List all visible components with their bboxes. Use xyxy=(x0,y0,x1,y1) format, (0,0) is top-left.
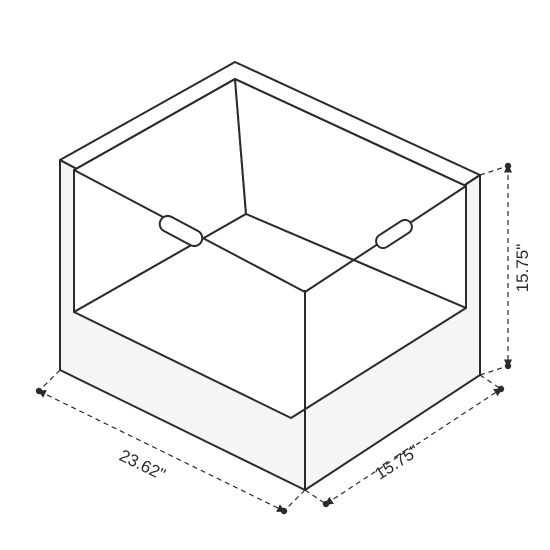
box-dimension-diagram: 23.62" 15.75" 15.75" xyxy=(0,0,550,550)
storage-box xyxy=(60,62,480,490)
dimension-height-label: 15.75" xyxy=(513,244,532,293)
dimension-width-label: 15.75" xyxy=(371,441,422,483)
dimension-length-label: 23.62" xyxy=(116,446,168,484)
